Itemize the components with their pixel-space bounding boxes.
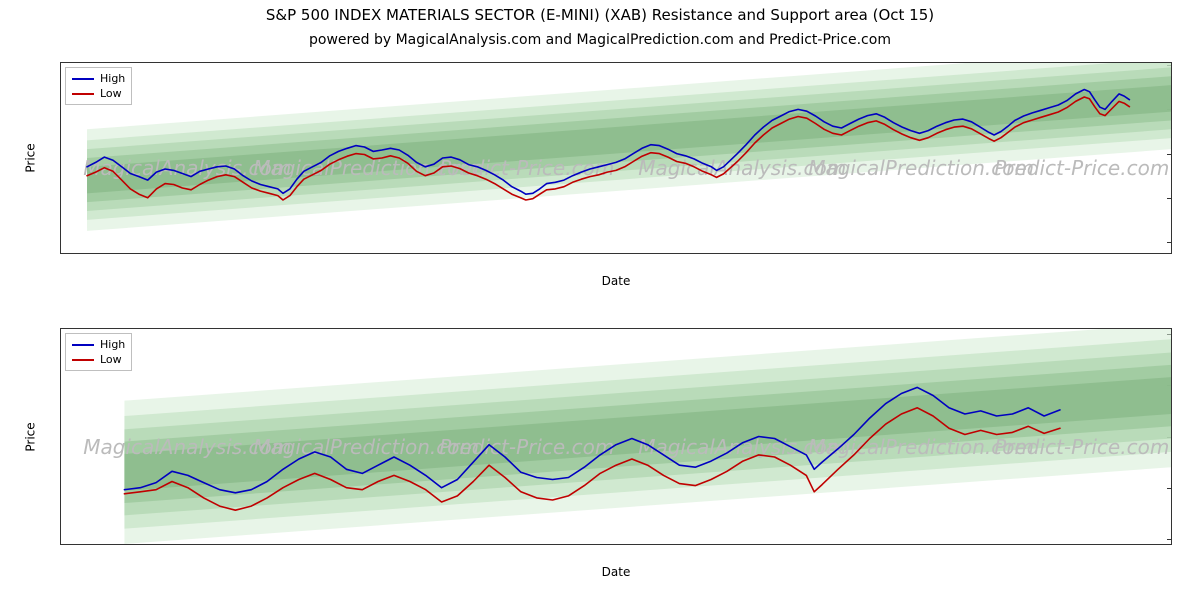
legend-swatch-high	[72, 78, 94, 80]
x-tick-label: 2024-07-15	[267, 544, 331, 545]
top-panel: High Low 700800900100011002023-032023-05…	[60, 62, 1172, 254]
x-tick-label: 2023-07	[295, 253, 341, 254]
legend: High Low	[65, 333, 132, 371]
chart-subtitle: powered by MagicalAnalysis.com and Magic…	[0, 24, 1200, 52]
bottom-panel: High Low 9009501000105011002024-06-15202…	[60, 328, 1172, 545]
x-tick-label: 2024-08-01	[402, 544, 466, 545]
x-tick-label: 2023-05	[187, 253, 233, 254]
x-tick-label: 2024-10-01	[885, 544, 949, 545]
x-tick-label: 2023-09	[404, 253, 450, 254]
x-tick-label: 2024-07	[936, 253, 982, 254]
x-tick-label: 2023-11	[510, 253, 556, 254]
x-tick-label: 2024-07-01	[156, 544, 220, 545]
series-low	[124, 408, 1060, 510]
legend-item-high: High	[72, 71, 125, 86]
legend: High Low	[65, 67, 132, 105]
top-plot-area: High Low 700800900100011002023-032023-05…	[60, 62, 1172, 254]
legend-label-low: Low	[100, 87, 122, 100]
y-axis-label: Price	[24, 143, 38, 172]
legend-label-high: High	[100, 338, 125, 351]
legend-item-low: Low	[72, 86, 125, 101]
x-tick-label: 2024-11	[1148, 253, 1172, 254]
x-tick-label: 2024-11-01	[1139, 544, 1172, 545]
x-tick-label: 2024-05	[829, 253, 875, 254]
series-low	[87, 97, 1129, 200]
chart-title: S&P 500 INDEX MATERIALS SECTOR (E-MINI) …	[0, 0, 1200, 24]
y-axis-label: Price	[24, 422, 38, 451]
x-tick-label: 2024-06-15	[60, 544, 93, 545]
series-high	[124, 387, 1060, 492]
chart-container: S&P 500 INDEX MATERIALS SECTOR (E-MINI) …	[0, 0, 1200, 600]
x-tick-label: 2024-09-01	[647, 544, 711, 545]
series-high	[87, 90, 1129, 195]
x-axis-label: Date	[602, 565, 631, 579]
legend-label-low: Low	[100, 353, 122, 366]
x-tick-label: 2024-09-15	[758, 544, 822, 545]
x-tick-label: 2024-03	[723, 253, 769, 254]
legend-swatch-low	[72, 93, 94, 95]
legend-item-low: Low	[72, 352, 125, 367]
x-tick-label: 2024-09	[1046, 253, 1092, 254]
x-tick-label: 2024-01	[617, 253, 663, 254]
legend-item-high: High	[72, 337, 125, 352]
x-axis-label: Date	[602, 274, 631, 288]
legend-swatch-high	[72, 344, 94, 346]
legend-label-high: High	[100, 72, 125, 85]
legend-swatch-low	[72, 359, 94, 361]
bottom-plot-area: High Low 9009501000105011002024-06-15202…	[60, 328, 1172, 545]
x-tick-label: 2024-08-15	[513, 544, 577, 545]
x-tick-label: 2024-10-15	[996, 544, 1060, 545]
x-tick-label: 2023-03	[81, 253, 127, 254]
